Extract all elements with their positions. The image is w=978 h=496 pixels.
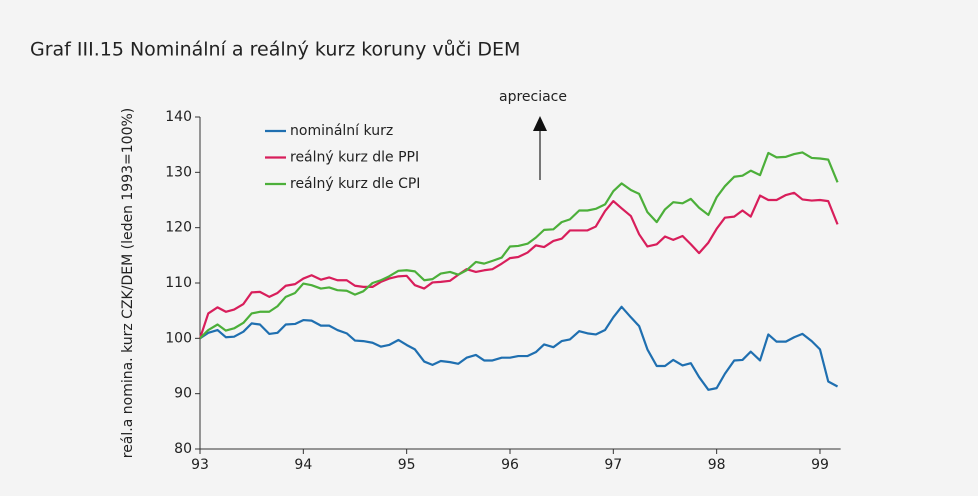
x-tick-label: 93 [191, 457, 209, 473]
arrow-head [533, 116, 547, 131]
y-tick-label: 80 [174, 441, 192, 457]
x-tick-label: 96 [501, 457, 519, 473]
x-tick-label: 97 [604, 457, 622, 473]
y-tick-label: 140 [165, 109, 192, 125]
x-tick-label: 95 [398, 457, 416, 473]
y-tick-label: 120 [165, 220, 192, 236]
x-tick-label: 99 [811, 457, 829, 473]
series-line [198, 191, 839, 339]
x-tick-label: 98 [708, 457, 726, 473]
annotation: apreciace [499, 89, 567, 105]
series-line [199, 151, 839, 340]
y-tick-label: 130 [165, 164, 192, 180]
y-tick-label: 100 [165, 330, 192, 346]
series-line [199, 305, 839, 391]
legend-label: nominální kurz [290, 123, 393, 139]
legend-label: reálný kurz dle CPI [290, 176, 420, 192]
y-tick-label: 110 [165, 275, 192, 291]
y-axis-label: reál.a nomina. kurz CZK/DEM (leden 1993=… [120, 108, 136, 459]
y-tick-label: 90 [174, 386, 192, 402]
chart-title: Graf III.15 Nominální a reálný kurz koru… [30, 39, 520, 61]
legend-label: reálný kurz dle PPI [290, 150, 419, 166]
x-tick-label: 94 [294, 457, 312, 473]
